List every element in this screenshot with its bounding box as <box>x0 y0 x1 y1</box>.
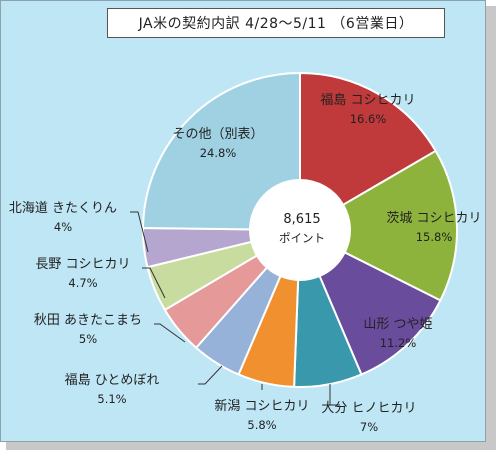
slice-label-4: 新潟 コシヒカリ <box>214 398 309 414</box>
leader-line-6 <box>154 323 186 343</box>
slice-percent-4: 5.8% <box>247 418 276 432</box>
slice-label-8: 北海道 きたくりん <box>9 201 117 216</box>
center-total: 8,615 <box>283 212 320 227</box>
slice-label-6: 秋田 あきたこまち <box>34 313 142 328</box>
slice-percent-9: 24.8% <box>200 146 237 160</box>
slice-label-2: 山形 つや姫 <box>363 317 432 332</box>
slice-label-0: 福島 コシヒカリ <box>320 93 415 108</box>
slice-label-3: 大分 ヒノヒカリ <box>321 401 416 416</box>
slice-percent-5: 5.1% <box>97 392 126 406</box>
slice-percent-0: 16.6% <box>350 112 387 126</box>
slice-percent-7: 4.7% <box>68 276 97 290</box>
slice-label-5: 福島 ひとめぼれ <box>65 373 160 388</box>
slice-percent-2: 11.2% <box>380 336 417 350</box>
slice-label-1: 茨城 コシヒカリ <box>386 211 481 226</box>
leader-line-3 <box>329 384 340 406</box>
leader-line-8 <box>130 211 149 253</box>
center-unit: ポイント <box>279 231 325 245</box>
slice-label-7: 長野 コシヒカリ <box>35 257 130 272</box>
slice-percent-8: 4% <box>54 220 72 234</box>
slice-percent-3: 7% <box>360 420 378 434</box>
slice-percent-6: 5% <box>79 332 97 346</box>
slice-label-9: その他（別表） <box>172 127 263 142</box>
leader-line-5 <box>198 365 223 385</box>
chart-title: JA米の契約内訳 4/28〜5/11 （6営業日） <box>107 8 445 38</box>
leader-line-7 <box>142 267 166 299</box>
slice-percent-1: 15.8% <box>416 230 453 244</box>
donut-hole <box>250 180 350 280</box>
